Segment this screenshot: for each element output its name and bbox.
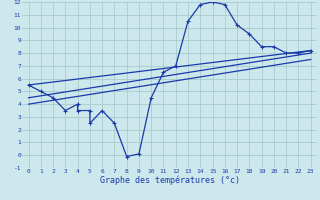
X-axis label: Graphe des températures (°c): Graphe des températures (°c): [100, 176, 240, 185]
